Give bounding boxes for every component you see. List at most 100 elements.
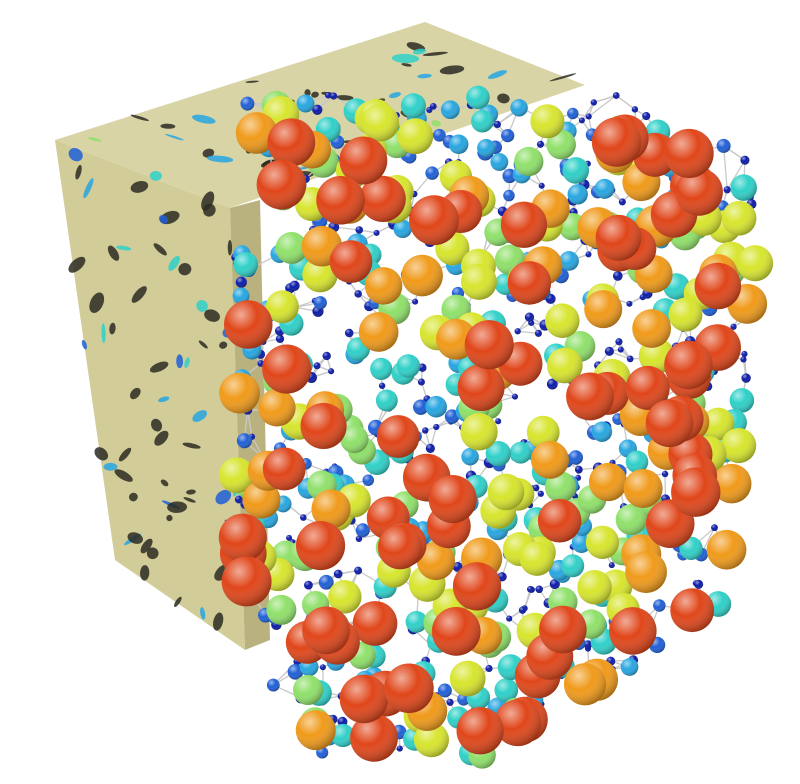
pore-sphere — [653, 599, 666, 612]
rock-pore-void — [153, 243, 167, 256]
pore-sphere — [221, 556, 272, 607]
pore-sphere — [584, 290, 623, 329]
pore-sphere — [352, 601, 398, 646]
pore-sphere — [503, 189, 515, 202]
pore-sphere — [495, 418, 502, 425]
pore-sphere — [723, 186, 731, 194]
rock-pore-void — [140, 565, 150, 581]
pore-sphere — [537, 498, 582, 543]
pore-sphere — [740, 155, 750, 165]
pore-sphere — [325, 92, 332, 99]
pore-sphere — [546, 347, 583, 384]
pore-sphere — [355, 535, 363, 542]
pore-sphere — [275, 334, 285, 343]
rock-pore-void — [174, 596, 182, 607]
rock-pore-void — [167, 501, 188, 513]
pore-sphere — [286, 534, 293, 541]
rock-pore-void — [439, 65, 465, 75]
pore-sphere — [448, 134, 469, 155]
rock-pore-void — [160, 123, 176, 129]
pore-sphere — [275, 232, 308, 264]
rock-pore-void — [158, 215, 168, 224]
pore-spheres — [218, 85, 774, 769]
pore-sphere — [701, 407, 735, 441]
rock-pore-void — [196, 300, 208, 312]
rock-pore-void — [245, 80, 259, 83]
pore-sphere — [401, 254, 443, 297]
pore-sphere — [295, 521, 346, 571]
pore-sphere — [567, 107, 579, 120]
pore-sphere — [509, 441, 532, 464]
rock-pore-void — [87, 137, 102, 142]
rock-pore-void — [178, 263, 192, 276]
rock-pore-void — [83, 178, 94, 199]
pore-sphere — [518, 606, 527, 614]
pore-sphere — [721, 428, 757, 464]
pore-sphere — [329, 240, 373, 283]
pore-sphere — [328, 368, 335, 375]
pore-sphere — [304, 580, 313, 590]
rock-pore-void — [116, 245, 132, 251]
pore-sphere — [664, 340, 713, 390]
pore-sphere — [730, 323, 737, 330]
rock-pore-void — [149, 361, 169, 373]
pore-sphere — [358, 312, 399, 352]
pore-sphere — [417, 378, 425, 386]
throat-link — [588, 94, 617, 117]
rock-pore-void — [204, 309, 220, 322]
pore-sphere — [396, 745, 403, 752]
pore-sphere — [534, 329, 542, 337]
pore-sphere — [501, 128, 515, 143]
rock-pore-void — [200, 607, 206, 620]
pore-sphere — [350, 713, 398, 762]
pore-sphere — [546, 378, 558, 390]
pore-sphere — [233, 252, 259, 277]
pore-sphere — [741, 350, 748, 358]
pore-sphere — [266, 678, 280, 692]
rock-pore-void — [549, 73, 577, 82]
pore-sphere — [609, 607, 657, 655]
pore-sphere — [313, 362, 321, 370]
pore-sphere — [590, 99, 597, 106]
rock-pore-void — [164, 133, 184, 141]
pore-sphere — [300, 402, 347, 450]
rock-pore-void — [149, 170, 162, 181]
pore-sphere — [559, 251, 579, 271]
pore-sphere — [218, 513, 267, 562]
rock-pore-void — [487, 70, 507, 79]
pore-sphere — [339, 674, 389, 724]
pore-sphere — [530, 440, 569, 479]
pore-sphere — [585, 113, 592, 120]
pore-sphere — [354, 566, 363, 575]
pore-sphere — [625, 365, 670, 410]
pore-sphere — [506, 615, 513, 622]
pore-sphere — [631, 106, 639, 113]
rock-pore-void — [101, 323, 106, 344]
pore-sphere — [397, 118, 434, 155]
rock-front-face — [55, 140, 245, 650]
pore-sphere — [373, 229, 380, 236]
rock-pore-void — [154, 430, 169, 446]
pore-sphere — [485, 664, 493, 673]
rock-pore-void — [168, 255, 180, 271]
pore-sphere — [487, 473, 525, 511]
pore-sphere — [234, 495, 243, 504]
pore-sphere — [494, 699, 542, 747]
pore-sphere — [620, 658, 639, 676]
rock-pore-void — [184, 357, 190, 369]
rock-pore-void — [150, 418, 163, 432]
pore-sphere — [675, 168, 723, 216]
pore-sphere — [422, 427, 429, 434]
pore-sphere — [359, 175, 406, 222]
pore-sphere — [262, 447, 306, 491]
rock-pore-void — [166, 514, 173, 522]
pore-sphere — [737, 245, 774, 282]
pore-sphere — [340, 424, 369, 454]
pore-sphere — [318, 574, 334, 590]
pore-sphere — [428, 474, 477, 524]
throat-link — [581, 102, 595, 121]
rock-pore-void — [68, 256, 86, 273]
rock-pore-void — [146, 547, 159, 560]
throat-link — [615, 94, 636, 110]
pore-sphere — [416, 541, 456, 581]
